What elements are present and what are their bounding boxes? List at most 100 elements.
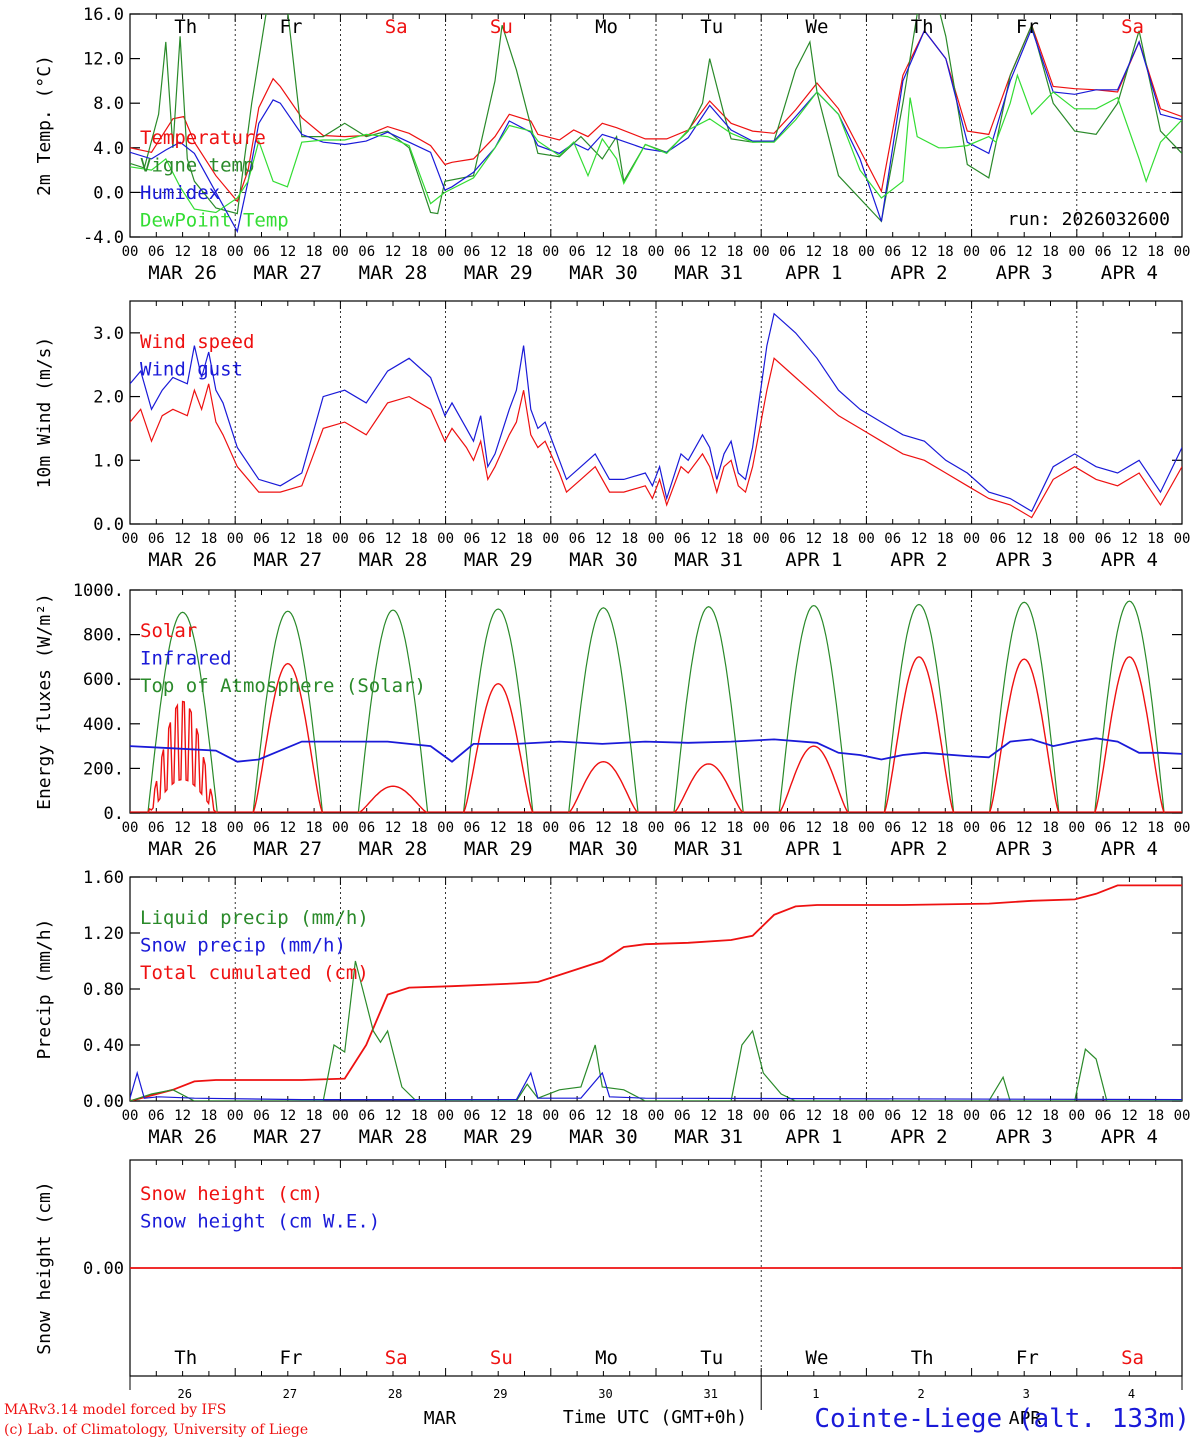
- hour-label: 18: [726, 531, 743, 547]
- hour-label: 00: [227, 820, 244, 836]
- hour-label: 06: [884, 820, 901, 836]
- y-tick-label: 2.0: [93, 388, 124, 408]
- hour-label: 12: [385, 531, 402, 547]
- series-line-wind-speed: [130, 357, 1182, 519]
- hour-label: 18: [306, 1108, 323, 1124]
- series-line-total-cumulated-cm-: [130, 884, 1182, 1101]
- day-label: MAR 29: [464, 262, 533, 284]
- day-label: APR 1: [785, 1126, 842, 1148]
- day-label: MAR 29: [464, 549, 533, 571]
- hour-label: 18: [516, 531, 533, 547]
- day-label: APR 3: [996, 1126, 1053, 1148]
- day-label: MAR 27: [253, 549, 322, 571]
- hour-label: 06: [569, 531, 586, 547]
- hour-label: 00: [122, 531, 139, 547]
- hour-label: 06: [1095, 531, 1112, 547]
- series-line-temperature: [130, 23, 1182, 203]
- series-line-snow-precip-mm-h-: [130, 1070, 1182, 1101]
- y-tick-label: 1000.: [73, 581, 124, 601]
- hour-label: 18: [937, 820, 954, 836]
- hour-label: 18: [1147, 531, 1164, 547]
- hour-label: 06: [779, 820, 796, 836]
- hour-label: 12: [805, 244, 822, 260]
- hour-label: 18: [832, 531, 849, 547]
- hour-label: 12: [595, 531, 612, 547]
- day-number-label: 27: [283, 1387, 297, 1401]
- hour-label: 12: [174, 1108, 191, 1124]
- day-label: MAR 30: [569, 838, 638, 860]
- hour-label: 00: [648, 1108, 665, 1124]
- hour-label: 12: [1121, 820, 1138, 836]
- hour-label: 12: [490, 820, 507, 836]
- hour-label: 18: [411, 531, 428, 547]
- hour-label: 00: [437, 820, 454, 836]
- hour-label: 06: [1095, 244, 1112, 260]
- series-group: [130, 600, 1182, 813]
- hour-label: 00: [858, 1108, 875, 1124]
- hour-label: 00: [542, 244, 559, 260]
- hour-label: 06: [1095, 820, 1112, 836]
- solar-arch: [252, 662, 324, 813]
- hour-label: 06: [253, 244, 270, 260]
- hour-label: 12: [911, 820, 928, 836]
- hour-label: 00: [1068, 244, 1085, 260]
- hour-label: 18: [621, 244, 638, 260]
- day-number-label: 4: [1128, 1387, 1135, 1401]
- hour-label: 12: [911, 244, 928, 260]
- y-tick-label: 0.00: [83, 1092, 124, 1112]
- legend-entry: Top of Atmosphere (Solar): [140, 675, 426, 697]
- hour-label: 06: [674, 244, 691, 260]
- weekday-label: Su: [490, 16, 513, 38]
- day-label: MAR 28: [359, 838, 428, 860]
- legend-entry: Wind speed: [140, 331, 254, 353]
- hour-label: 12: [805, 1108, 822, 1124]
- hour-label: 00: [963, 244, 980, 260]
- weekday-label: Mo: [595, 16, 618, 38]
- y-tick-label: 0.80: [83, 980, 124, 1000]
- day-label: APR 3: [996, 549, 1053, 571]
- hour-label: 06: [989, 531, 1006, 547]
- hour-label: 12: [279, 1108, 296, 1124]
- hour-label: 06: [463, 531, 480, 547]
- hour-label: 06: [463, 244, 480, 260]
- day-label: APR 4: [1101, 549, 1158, 571]
- hour-label: 06: [358, 531, 375, 547]
- hour-label: 18: [726, 1108, 743, 1124]
- hour-label: 06: [779, 1108, 796, 1124]
- hour-label: 06: [674, 1108, 691, 1124]
- weekday-label: Th: [911, 1347, 934, 1369]
- solar-arch: [462, 682, 534, 813]
- hour-label: 00: [858, 244, 875, 260]
- y-tick-label: 4.0: [93, 139, 124, 159]
- solar-arch: [568, 760, 639, 813]
- hour-label: 12: [1121, 244, 1138, 260]
- y-tick-label: 0.0: [93, 515, 124, 535]
- hour-label: 18: [1042, 1108, 1059, 1124]
- hour-label: 00: [437, 1108, 454, 1124]
- toa-solar-arch: [883, 603, 955, 813]
- legend-entry: Infrared: [140, 648, 232, 670]
- day-label: APR 3: [996, 838, 1053, 860]
- hour-label: 12: [1016, 820, 1033, 836]
- y-tick-label: 16.0: [83, 5, 124, 25]
- temperature-panel: -4.0 0.0 4.0 8.0 12.0 16.0 2m Temp. (°C) Temper…: [34, 5, 1190, 284]
- hour-label: 06: [253, 820, 270, 836]
- solar-arch: [1094, 656, 1165, 813]
- hour-label: 06: [989, 244, 1006, 260]
- hour-label: 18: [411, 820, 428, 836]
- y-tick-label: 600.: [83, 670, 124, 690]
- hour-label: 18: [1147, 1108, 1164, 1124]
- day-label: APR 4: [1101, 838, 1158, 860]
- hour-label: 00: [332, 820, 349, 836]
- hour-label: 18: [832, 1108, 849, 1124]
- day-label: MAR 29: [464, 1126, 533, 1148]
- hour-label: 00: [1174, 1108, 1191, 1124]
- hour-label: 00: [1068, 820, 1085, 836]
- y-axis-label: 2m Temp. (°C): [34, 55, 55, 196]
- hour-label: 06: [148, 531, 165, 547]
- hour-label: 00: [1174, 531, 1191, 547]
- hour-label: 18: [621, 820, 638, 836]
- weekday-label: Th: [174, 16, 197, 38]
- hour-label: 06: [884, 244, 901, 260]
- day-label: MAR 31: [674, 549, 743, 571]
